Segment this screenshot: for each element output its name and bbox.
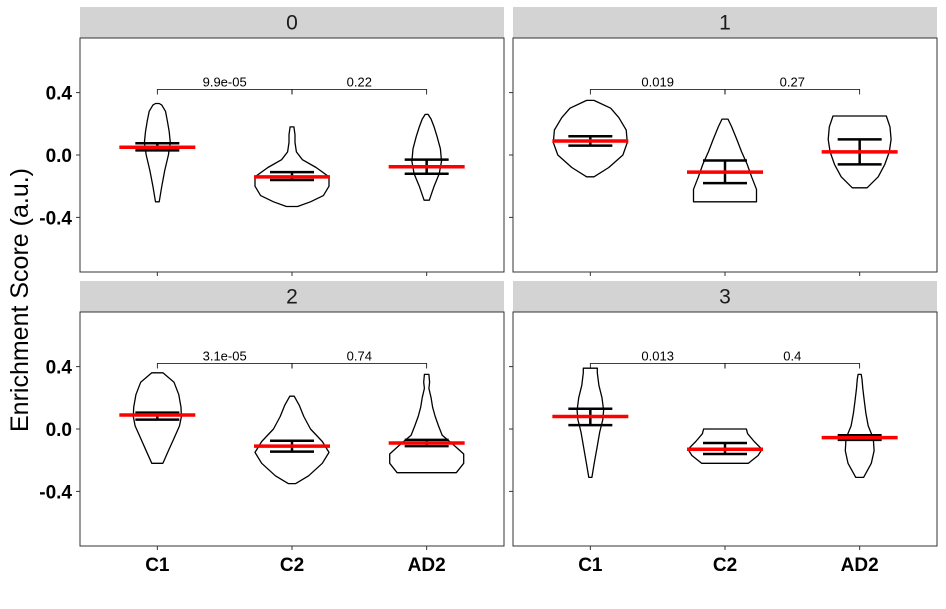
x-tick-label-ad2: AD2: [841, 555, 879, 576]
p-value-label: 0.74: [347, 348, 372, 363]
violin-c1: [552, 99, 628, 178]
comparison-bracket: [589, 363, 726, 369]
facet-panel-0: 0 -0.4 0.0 0.4 9.9e-05 0.22: [39, 7, 505, 276]
p-value-label: 3.1e-05: [203, 348, 247, 363]
comparison-bracket: [156, 363, 293, 369]
violin-c1: [132, 372, 183, 464]
violin-c2: [254, 126, 330, 208]
x-tick-label-c2: C2: [713, 555, 737, 576]
x-tick-label-c1: C1: [578, 555, 603, 576]
facet-strip: [513, 7, 937, 38]
y-tick-label: -0.4: [39, 208, 72, 229]
violin-c2: [254, 395, 330, 485]
violin-c1: [143, 102, 171, 203]
p-value-label: 0.013: [641, 348, 674, 363]
facet-grid: 0 -0.4 0.0 0.4 9.9e-05 0.22 1 0.019 0.27 2 -0.4 0.0…: [39, 7, 938, 576]
p-value-label: 0.019: [641, 74, 674, 89]
comparison-bracket: [291, 363, 428, 369]
facet-strip: [80, 7, 504, 38]
comparison-bracket: [724, 363, 861, 369]
x-tick-label-ad2: AD2: [408, 555, 446, 576]
violin-ad2: [844, 373, 875, 479]
p-value-label: 9.9e-05: [203, 74, 247, 89]
facet-strip-label: 2: [286, 286, 298, 309]
comparison-bracket: [291, 89, 428, 95]
violin-ad2: [411, 113, 443, 201]
comparison-bracket: [724, 89, 861, 95]
x-tick-label-c2: C2: [280, 555, 304, 576]
facet-panel-2: 2 -0.4 0.0 0.4 C1 C2 AD2 3.1e-05 0.74: [39, 281, 505, 576]
p-value-label: 0.4: [783, 348, 801, 363]
facet-strip: [80, 281, 504, 312]
p-value-label: 0.22: [347, 74, 372, 89]
p-value-label: 0.27: [780, 74, 805, 89]
violin-c2: [692, 118, 758, 203]
y-tick-label: 0.4: [46, 84, 73, 105]
y-tick-label: 0.0: [46, 420, 72, 441]
facet-panel-3: 3 C1 C2 AD2 0.013 0.4: [509, 281, 938, 576]
violin-ad2: [389, 373, 465, 474]
panel-border: [512, 37, 938, 273]
violin-ad2: [827, 115, 892, 189]
facet-strip-label: 1: [719, 12, 731, 35]
comparison-bracket: [589, 89, 726, 95]
y-tick-label: -0.4: [39, 482, 72, 503]
facet-strip-label: 0: [286, 12, 298, 35]
facet-strip: [513, 281, 937, 312]
x-tick-label-c1: C1: [145, 555, 170, 576]
y-axis-label: Enrichment Score (a.u.): [6, 168, 34, 432]
facet-strip-label: 3: [719, 286, 731, 309]
comparison-bracket: [156, 89, 293, 95]
facet-panel-1: 1 0.019 0.27: [509, 7, 938, 276]
violin-c1: [576, 367, 605, 479]
y-tick-label: 0.0: [46, 146, 72, 167]
y-tick-label: 0.4: [46, 358, 73, 379]
